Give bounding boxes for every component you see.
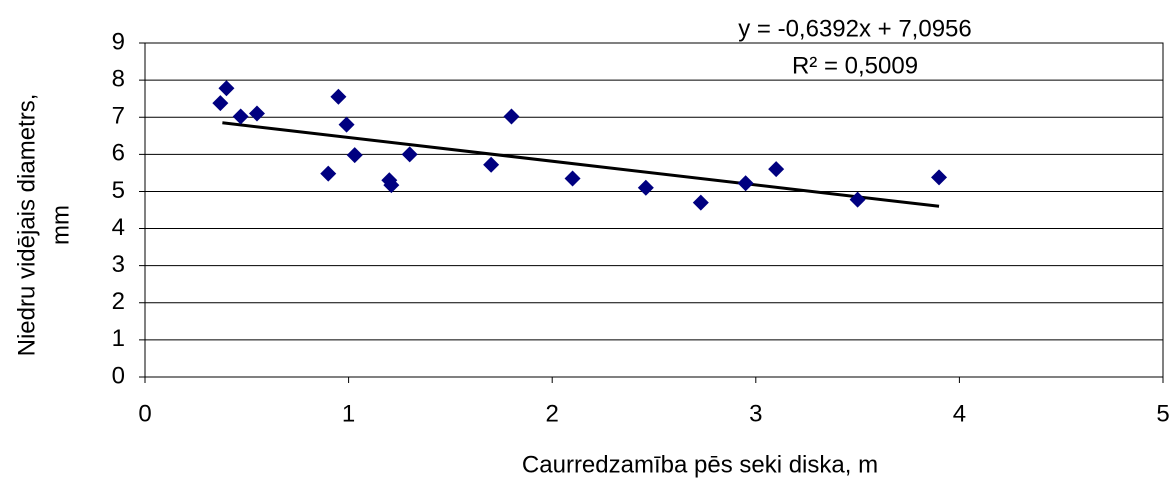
- point: [401, 146, 418, 163]
- x-tick-label: 5: [1156, 400, 1169, 427]
- point: [637, 179, 654, 196]
- point: [483, 156, 500, 173]
- y-tick-label: 6: [112, 140, 125, 167]
- x-tick-label: 2: [546, 400, 559, 427]
- point: [564, 170, 581, 187]
- x-tick-label: 1: [342, 400, 355, 427]
- annotation: y = -0,6392x + 7,0956: [738, 15, 972, 42]
- point: [320, 165, 337, 182]
- point: [692, 194, 709, 211]
- x-axis-label: Caurredzamība pēs seki diska, m: [522, 451, 878, 478]
- trendline: [222, 121, 940, 208]
- point: [330, 88, 347, 105]
- point: [248, 105, 265, 122]
- point: [338, 116, 355, 133]
- x-tick-label: 4: [953, 400, 966, 427]
- plot-area: [144, 42, 1164, 378]
- y-tick-label: 8: [112, 65, 125, 92]
- point: [218, 80, 235, 97]
- point: [503, 108, 520, 125]
- y-tick-label: 4: [112, 214, 125, 241]
- y-axis-label: mm: [47, 205, 74, 245]
- point: [383, 177, 400, 194]
- y-tick-label: 9: [112, 28, 125, 55]
- x-tick-label: 0: [138, 400, 151, 427]
- y-tick-label: 3: [112, 251, 125, 278]
- y-tick-label: 2: [112, 288, 125, 315]
- y-tick-label: 1: [112, 325, 125, 352]
- y-tick-label: 7: [112, 103, 125, 130]
- point: [931, 169, 948, 186]
- point: [346, 147, 363, 164]
- y-tick-label: 0: [112, 362, 125, 389]
- y-tick-label: 5: [112, 177, 125, 204]
- annotation: R² = 0,5009: [792, 52, 918, 79]
- point: [212, 95, 229, 112]
- x-tick-label: 3: [749, 400, 762, 427]
- point: [232, 108, 249, 125]
- y-axis-label: Niedru vidējais diametrs,: [13, 94, 40, 357]
- point: [768, 161, 785, 178]
- point: [737, 175, 754, 192]
- point: [849, 191, 866, 208]
